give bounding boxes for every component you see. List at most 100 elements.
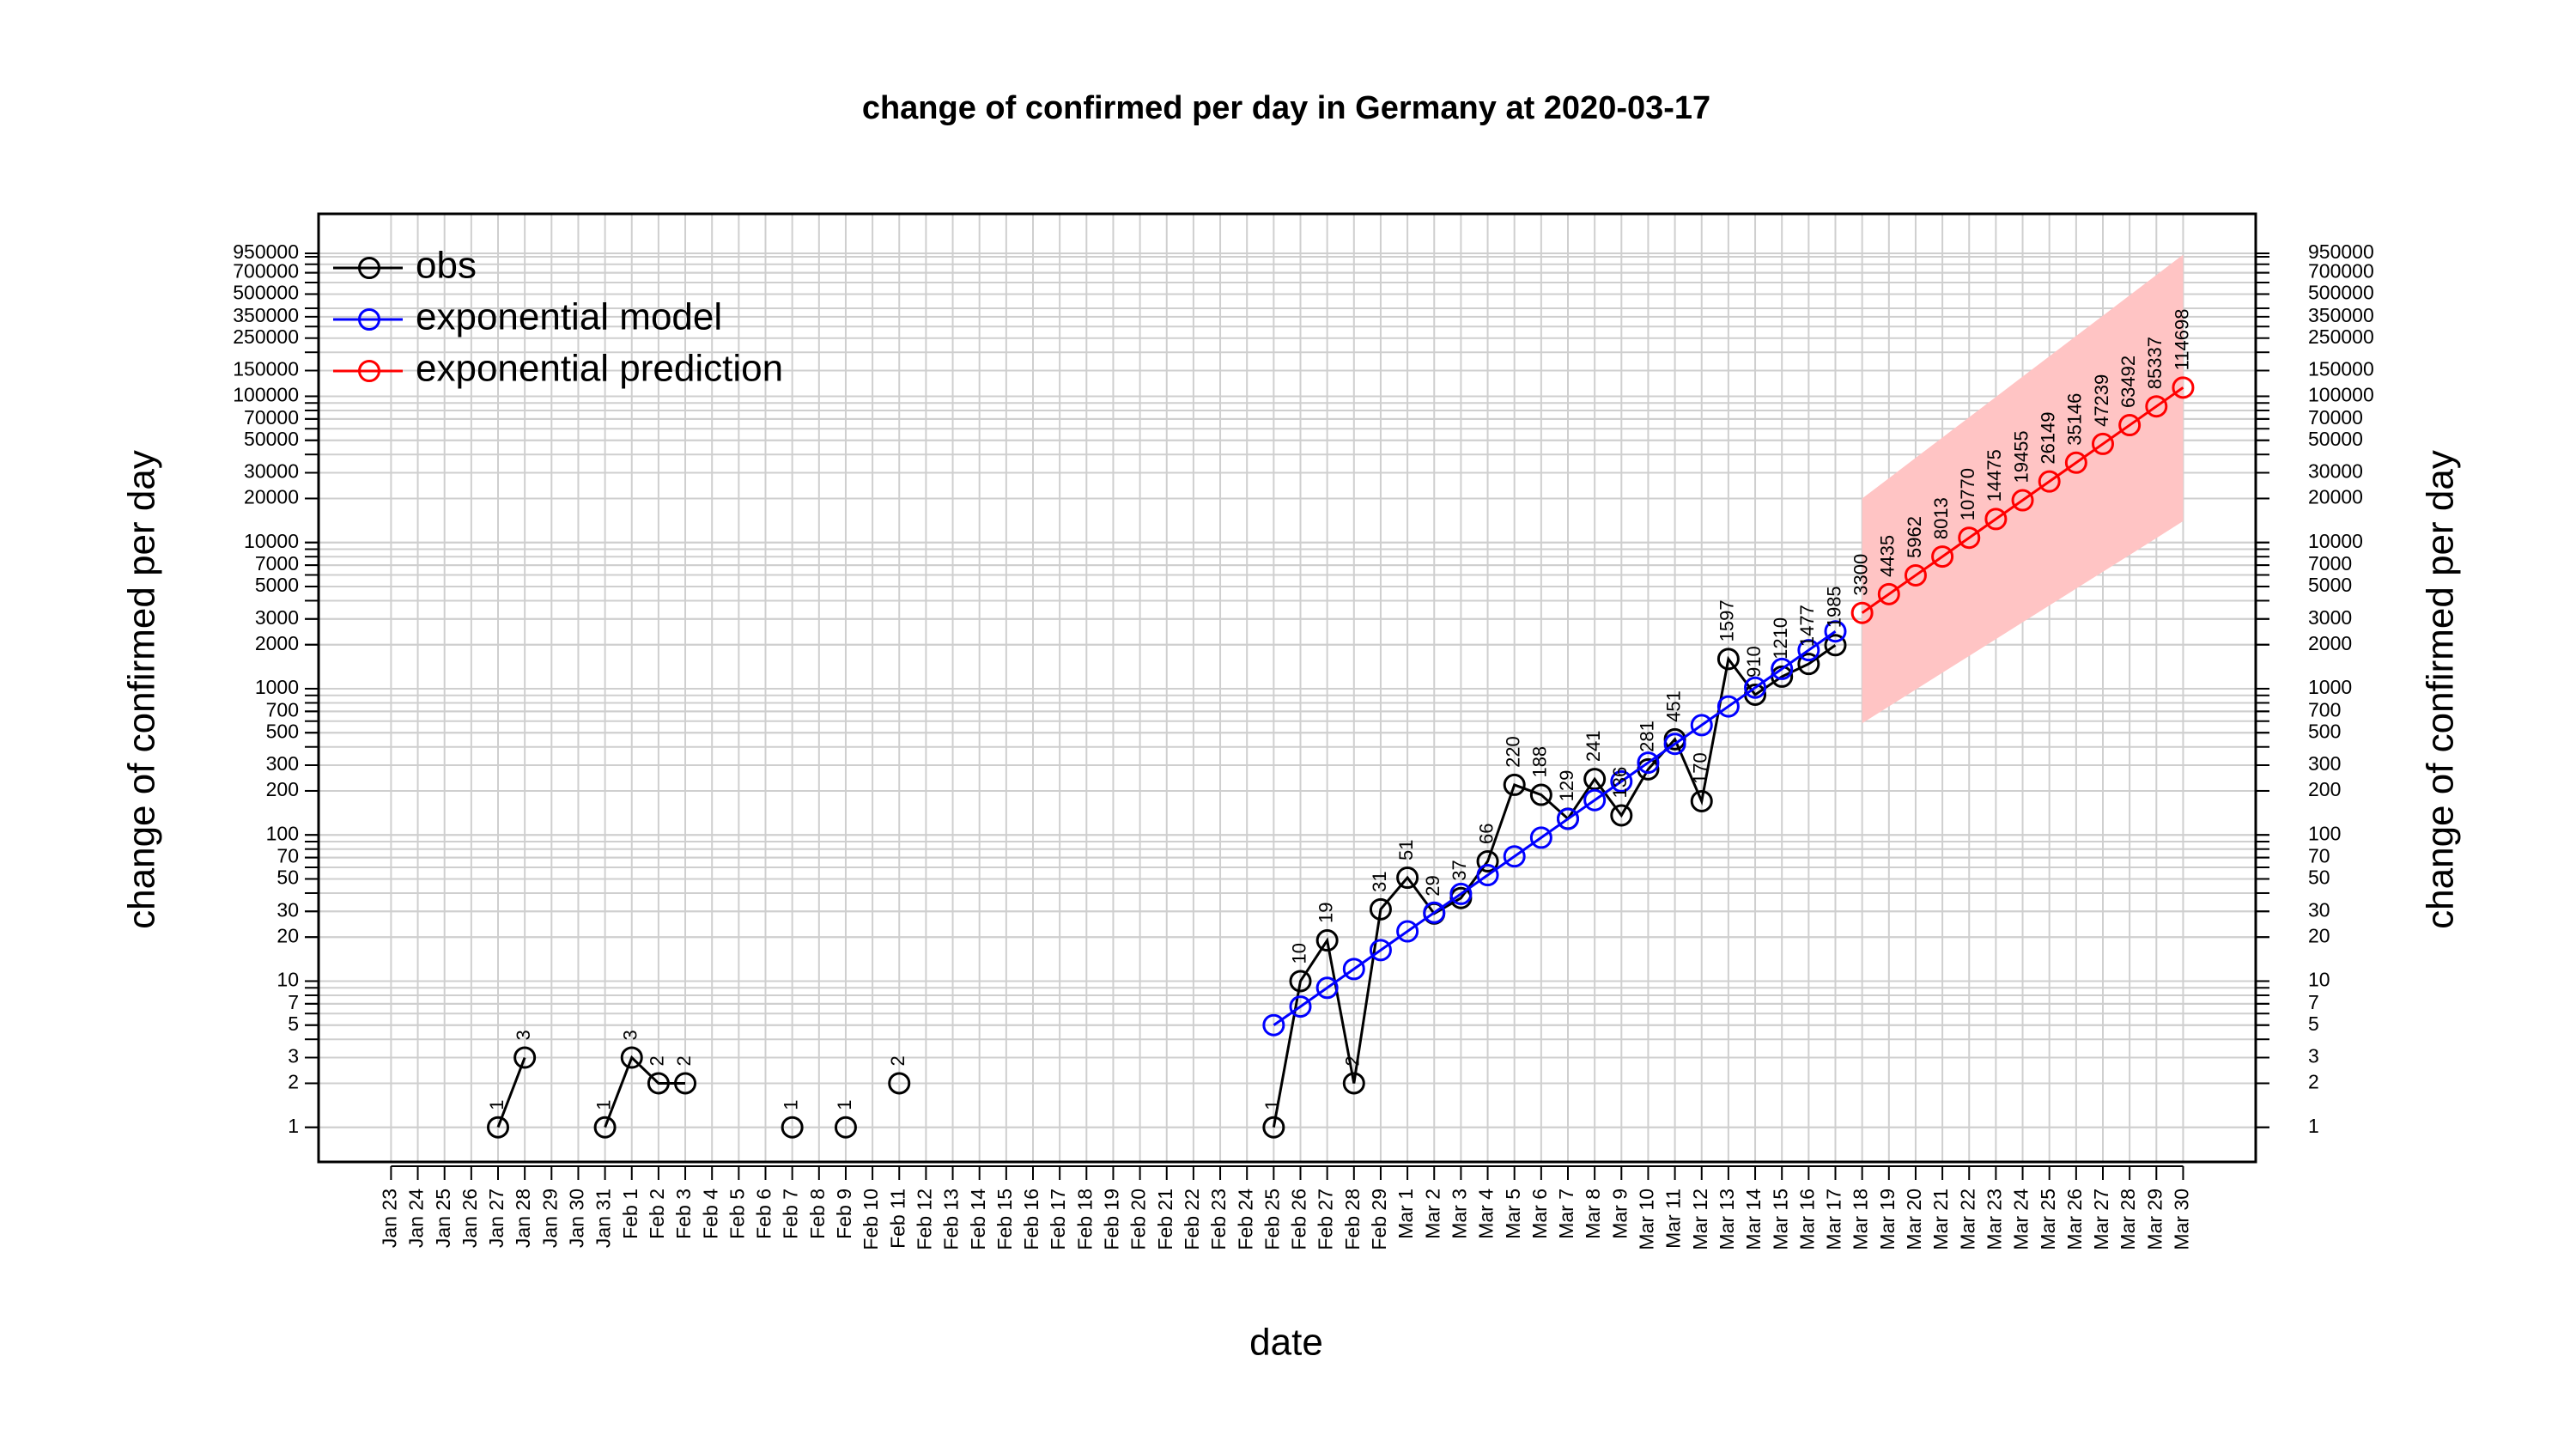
data-label: 10770	[1957, 468, 1978, 520]
y2-tick-label: 7	[2308, 991, 2319, 1013]
y-tick-label: 2000	[255, 632, 299, 654]
legend-label: obs	[416, 245, 477, 287]
y2-tick-label: 700	[2308, 698, 2341, 721]
x-tick-label: Mar 25	[2037, 1189, 2059, 1250]
x-tick-label: Feb 25	[1261, 1189, 1283, 1250]
point	[620, 1046, 643, 1069]
point	[1904, 563, 1927, 587]
y2-tick-label: 30	[2308, 898, 2330, 921]
point	[1342, 958, 1365, 981]
x-tick-label: Feb 3	[672, 1189, 695, 1239]
y2-tick-label: 10	[2308, 969, 2330, 991]
series-line	[496, 644, 1837, 1128]
x-tick-label: Feb 1	[619, 1189, 641, 1239]
x-tick-label: Feb 17	[1047, 1189, 1069, 1250]
x-tick-label: Mar 3	[1448, 1189, 1470, 1239]
data-label: 1597	[1716, 599, 1738, 641]
data-label: 85337	[2144, 337, 2166, 389]
point	[1557, 807, 1579, 830]
x-tick-label: Feb 9	[833, 1189, 855, 1239]
x-tick-label: Jan 26	[459, 1189, 481, 1248]
x-tick-label: Mar 23	[1983, 1189, 2005, 1250]
point	[1958, 526, 1981, 550]
x-tick-label: Mar 7	[1555, 1189, 1577, 1239]
x-tick-label: Mar 24	[2010, 1189, 2032, 1250]
data-label: 1210	[1770, 617, 1791, 660]
point	[1342, 1072, 1365, 1095]
data-label: 3300	[1850, 554, 1871, 596]
data-label: 114698	[2171, 309, 2192, 371]
x-tick-label: Feb 7	[780, 1189, 802, 1239]
point	[1716, 648, 1740, 671]
y-tick-label: 350000	[233, 304, 299, 326]
point	[1744, 676, 1767, 699]
data-label: 29	[1422, 875, 1443, 896]
x-tick-label: Feb 11	[886, 1189, 908, 1249]
y-tick-label: 10000	[244, 530, 299, 552]
data-label: 35146	[2064, 393, 2086, 446]
data-label: 2	[647, 1055, 668, 1066]
data-label: 8013	[1930, 497, 1952, 539]
point	[2038, 470, 2061, 493]
x-tick-label: Mar 22	[1956, 1189, 1978, 1250]
x-tick-label: Mar 27	[2090, 1189, 2112, 1250]
data-label: 129	[1556, 770, 1577, 802]
x-tick-label: Mar 11	[1662, 1189, 1685, 1249]
x-tick-label: Mar 9	[1608, 1189, 1631, 1239]
y2-tick-label: 20	[2308, 924, 2330, 946]
y2-tick-label: 300	[2308, 752, 2341, 775]
y2-tick-label: 5	[2308, 1012, 2319, 1035]
y-tick-label: 3	[288, 1045, 299, 1067]
x-tick-label: Feb 13	[940, 1189, 963, 1250]
y2-tick-label: 2	[2308, 1071, 2319, 1093]
y2-tick-label: 2000	[2308, 632, 2352, 654]
point	[1369, 897, 1392, 921]
prediction-band	[1862, 254, 2184, 724]
x-tick-label: Jan 28	[512, 1189, 534, 1248]
point	[647, 1072, 670, 1095]
x-tick-label: Feb 18	[1073, 1189, 1096, 1250]
x-tick-label: Feb 26	[1288, 1189, 1310, 1250]
y2-tick-label: 950000	[2308, 240, 2374, 263]
y-tick-label: 5000	[255, 574, 299, 596]
x-tick-label: Feb 10	[860, 1189, 882, 1250]
x-tick-label: Mar 29	[2143, 1189, 2166, 1250]
data-label: 220	[1503, 736, 1524, 768]
data-label: 188	[1529, 746, 1551, 778]
legend-label: exponential model	[416, 296, 722, 338]
y-axis-label: change of confirmed per day	[121, 450, 163, 929]
data-label: 5962	[1904, 516, 1925, 558]
data-label: 451	[1662, 690, 1684, 722]
point	[1797, 653, 1820, 676]
x-tick-label: Feb 22	[1181, 1189, 1203, 1250]
y2-tick-label: 500	[2308, 720, 2341, 742]
data-label: 2	[1342, 1055, 1364, 1066]
legend-label: exponential prediction	[416, 348, 783, 390]
point	[1423, 901, 1446, 924]
x-tick-label: Jan 23	[378, 1189, 400, 1248]
y2-tick-label: 20000	[2308, 486, 2363, 508]
x-tick-label: Mar 15	[1769, 1189, 1791, 1250]
data-label: 241	[1583, 730, 1604, 762]
point	[1315, 929, 1339, 952]
point	[1610, 769, 1633, 793]
point	[1690, 714, 1713, 737]
x-tick-label: Mar 17	[1823, 1189, 1845, 1250]
x-tick-label: Mar 8	[1582, 1189, 1604, 1239]
data-label: 37	[1449, 860, 1470, 880]
y-tick-label: 20000	[244, 486, 299, 508]
x-tick-label: Mar 6	[1528, 1189, 1551, 1239]
x-tick-label: Mar 13	[1716, 1189, 1738, 1250]
y-tick-label: 1	[288, 1115, 299, 1137]
y2-tick-label: 3000	[2308, 606, 2352, 629]
y-tick-label: 10	[276, 969, 299, 991]
y-tick-label: 150000	[233, 358, 299, 380]
point	[1797, 639, 1820, 662]
data-label: 31	[1369, 871, 1390, 891]
y2-tick-label: 150000	[2308, 358, 2374, 380]
data-label: 910	[1743, 646, 1765, 678]
point	[1476, 849, 1499, 873]
point	[1850, 601, 1874, 624]
x-tick-label: Mar 19	[1876, 1189, 1899, 1250]
